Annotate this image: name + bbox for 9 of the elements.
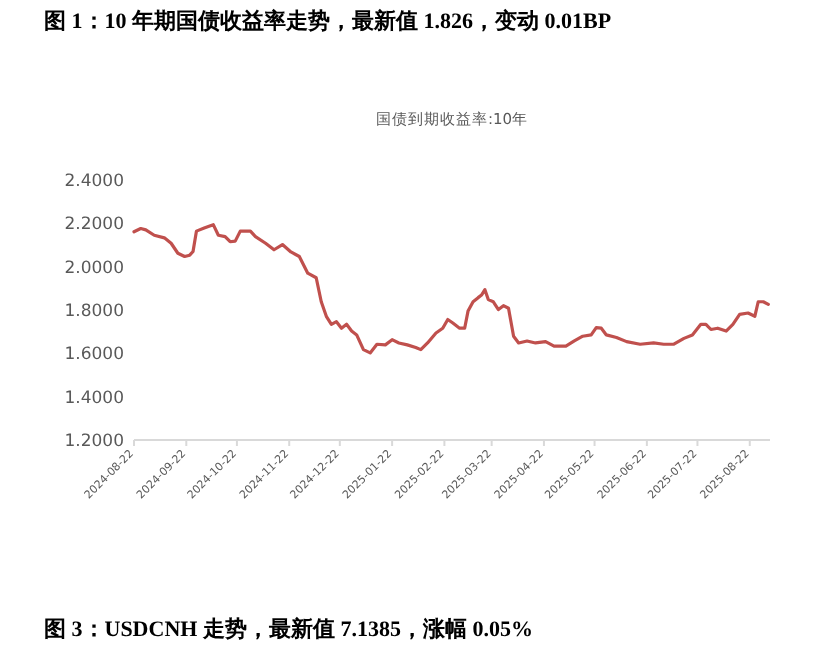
annotation: 图 3：USDCNH 走势，最新值 7.1385，涨幅 0.05%	[44, 618, 533, 642]
y-tick-label: 1.2000	[64, 432, 124, 452]
y-tick-label: 2.4000	[64, 172, 124, 192]
y-tick-label: 1.4000	[64, 388, 124, 409]
y-tick-label: 2.2000	[64, 215, 124, 236]
y-tick-label: 1.8000	[64, 302, 124, 322]
y-tick-label: 1.6000	[64, 345, 124, 366]
title: 图 1：10 年期国债收益率走势，最新值 1.826，变动 0.01BP	[44, 10, 612, 34]
y-tick-label: 2.0000	[64, 258, 124, 279]
